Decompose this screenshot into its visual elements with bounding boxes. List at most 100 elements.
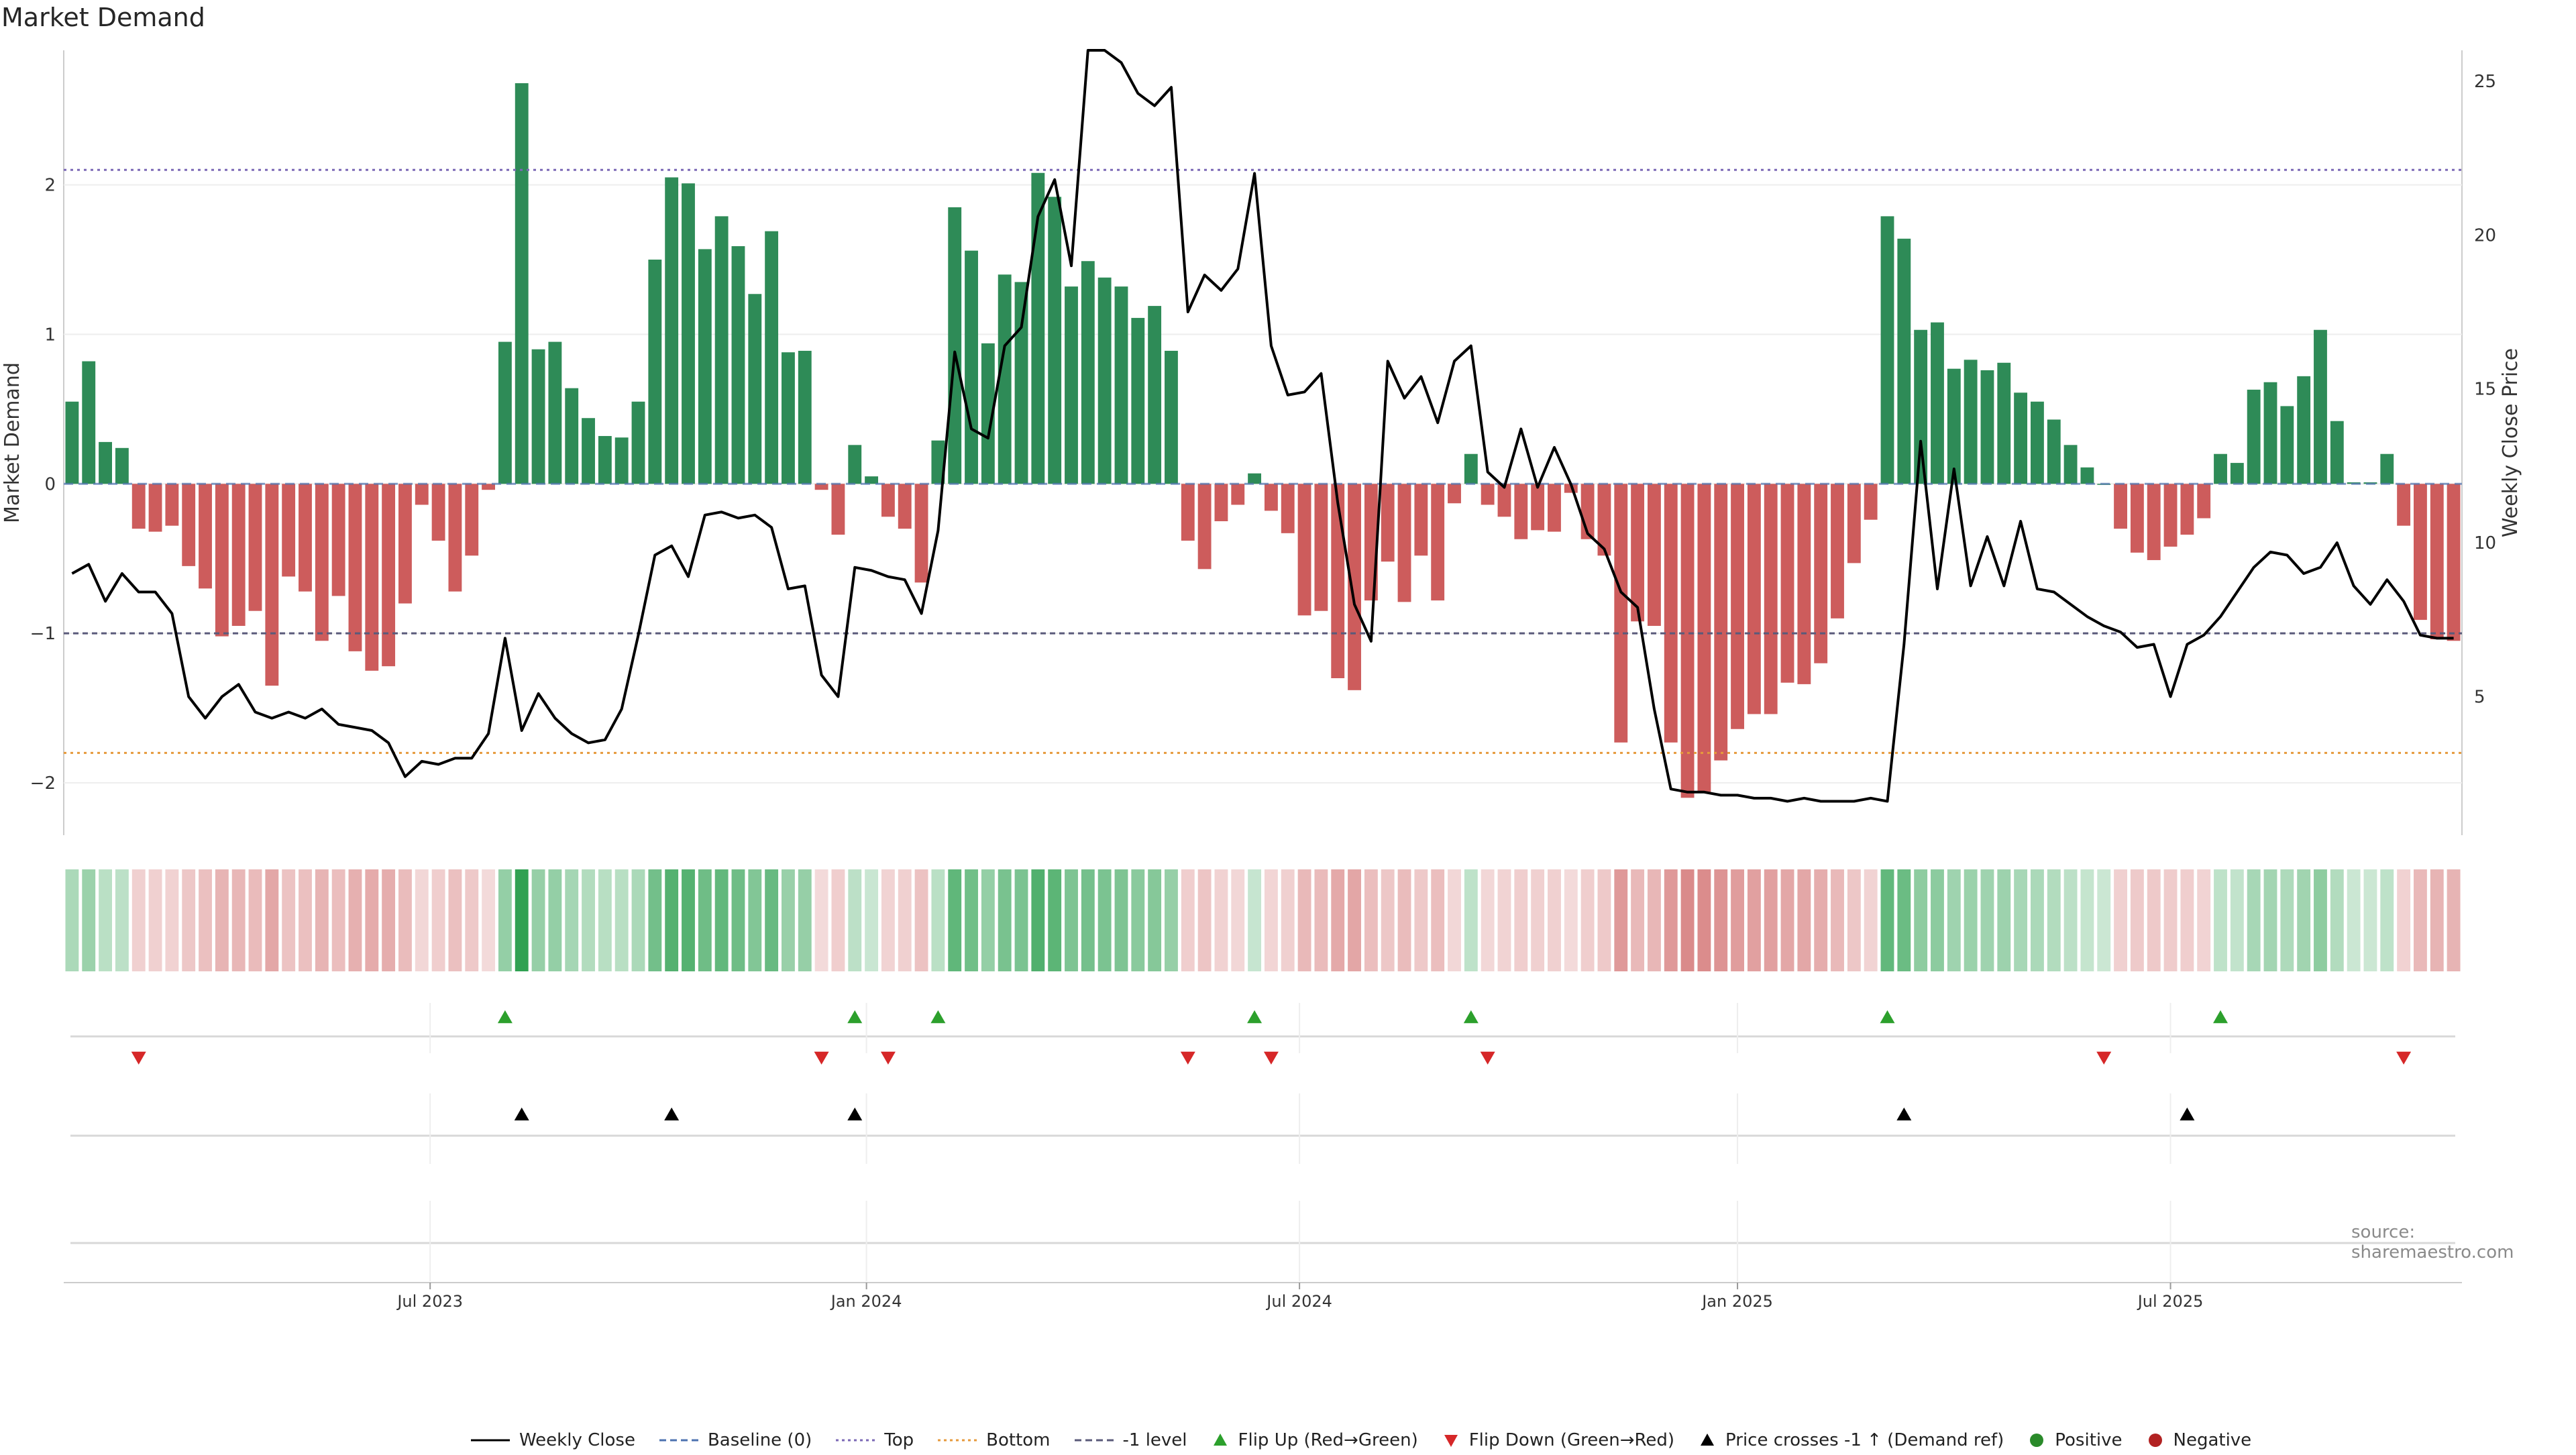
demand-bar-positive bbox=[1997, 362, 2011, 484]
heat-strip-cell bbox=[1564, 869, 1578, 971]
demand-bar-positive bbox=[2297, 376, 2311, 484]
flip-down-marker bbox=[2396, 1051, 2412, 1065]
flip-down-marker bbox=[1480, 1051, 1495, 1065]
demand-bar-negative bbox=[382, 484, 396, 667]
heat-strip-cell bbox=[1514, 869, 1528, 971]
legend-item: Weekly Close bbox=[470, 1430, 635, 1450]
demand-bar-negative bbox=[331, 484, 345, 596]
heat-strip-cell bbox=[2230, 869, 2244, 971]
demand-bar-positive bbox=[598, 435, 612, 484]
heat-strip-cell bbox=[65, 869, 79, 971]
legend-item: Baseline (0) bbox=[658, 1430, 812, 1450]
demand-bar-positive bbox=[2280, 406, 2294, 484]
demand-bar-positive bbox=[948, 207, 962, 484]
legend-symbol-line-dotted bbox=[936, 1430, 978, 1450]
heat-strip-cell bbox=[2447, 869, 2461, 971]
demand-bar-negative bbox=[465, 484, 479, 556]
flip-up-marker bbox=[2213, 1010, 2229, 1024]
weekly-close-line bbox=[71, 49, 2454, 803]
heat-strip-cell bbox=[1548, 869, 1561, 971]
heat-strip-cell bbox=[1297, 869, 1311, 971]
demand-bar-positive bbox=[1148, 306, 1162, 484]
demand-bar-negative bbox=[248, 484, 262, 611]
heat-strip-cell bbox=[2114, 869, 2127, 971]
demand-bar-positive bbox=[1914, 329, 1928, 484]
heat-strip-cell bbox=[1947, 869, 1961, 971]
heat-strip-cell bbox=[1814, 869, 1828, 971]
demand-bar-negative bbox=[1214, 484, 1228, 521]
heat-strip-cell bbox=[82, 869, 96, 971]
demand-bar-negative bbox=[348, 484, 362, 651]
heat-strip-cell bbox=[1797, 869, 1811, 971]
demand-bar-positive bbox=[1081, 261, 1095, 484]
heat-strip-cell bbox=[1497, 869, 1511, 971]
heat-strip-cell bbox=[2063, 869, 2078, 971]
legend-item: -1 level bbox=[1073, 1430, 1187, 1450]
x-tick-label: Jul 2024 bbox=[1265, 1292, 1332, 1311]
demand-bar-positive bbox=[665, 177, 679, 484]
heat-strip-cell bbox=[898, 869, 912, 971]
demand-bar-negative bbox=[1797, 484, 1811, 684]
demand-bar-negative bbox=[315, 484, 329, 641]
demand-bar-negative bbox=[1747, 484, 1761, 714]
legend-symbol-line-dotted bbox=[835, 1430, 876, 1450]
demand-bar-positive bbox=[1964, 360, 1978, 484]
price-cross-marker bbox=[2180, 1108, 2195, 1121]
legend-label: Top bbox=[884, 1430, 914, 1450]
demand-bar-negative bbox=[1831, 484, 1844, 618]
demand-bar-negative bbox=[814, 484, 828, 490]
demand-bar-negative bbox=[1614, 484, 1628, 743]
heat-strip-cell bbox=[398, 869, 412, 971]
legend-symbol-line-dashed bbox=[658, 1430, 700, 1450]
demand-bar-positive bbox=[682, 183, 695, 484]
demand-bar-negative bbox=[1331, 484, 1345, 678]
legend-label: Weekly Close bbox=[519, 1430, 635, 1450]
heat-strip-cell bbox=[1481, 869, 1495, 971]
flip-up-marker bbox=[930, 1010, 946, 1024]
legend-symbol-dot bbox=[2027, 1430, 2047, 1450]
demand-bar-negative bbox=[1264, 484, 1278, 511]
chart-title: Market Demand bbox=[1, 3, 205, 32]
heat-strip-cell bbox=[1131, 869, 1145, 971]
demand-bar-negative bbox=[1381, 484, 1395, 562]
heat-strip-cell bbox=[1697, 869, 1711, 971]
demand-bar-negative bbox=[398, 484, 412, 604]
demand-bar-positive bbox=[1048, 197, 1062, 484]
legend-label: Flip Up (Red→Green) bbox=[1238, 1430, 1418, 1450]
demand-bar-negative bbox=[1548, 484, 1561, 532]
heat-strip-cell bbox=[131, 869, 146, 971]
heat-strip-cell bbox=[1014, 869, 1028, 971]
demand-bar-positive bbox=[731, 246, 745, 484]
demand-bar-negative bbox=[1731, 484, 1744, 729]
heat-strip-cell bbox=[731, 869, 745, 971]
chart-legend: Weekly Close Baseline (0) Top Bottom -1 leve… bbox=[470, 1427, 2274, 1454]
heat-strip-cell bbox=[648, 869, 662, 971]
heat-strip-cell bbox=[2330, 869, 2344, 971]
left-tick-label: 2 bbox=[44, 176, 56, 196]
right-tick-label: 10 bbox=[2474, 533, 2496, 553]
heat-strip-cell bbox=[2414, 869, 2427, 971]
heat-strip-cell bbox=[1314, 869, 1328, 971]
demand-bar-positive bbox=[1131, 317, 1145, 484]
heat-strip-cell bbox=[1914, 869, 1928, 971]
heat-strip-cell bbox=[831, 869, 845, 971]
heat-strip-cell bbox=[448, 869, 462, 971]
legend-symbol-line-dashed bbox=[1073, 1430, 1115, 1450]
flip-down-marker bbox=[1180, 1051, 1195, 1065]
legend-label: Bottom bbox=[986, 1430, 1051, 1450]
heat-strip-cell bbox=[215, 869, 229, 971]
demand-bar-negative bbox=[1448, 484, 1461, 504]
demand-bar-negative bbox=[1297, 484, 1311, 616]
demand-bar-negative bbox=[2430, 484, 2444, 640]
heat-strip-cell bbox=[2314, 869, 2327, 971]
flip-down-marker bbox=[1263, 1051, 1279, 1065]
legend-symbol-line-solid bbox=[470, 1430, 511, 1450]
x-tick-label: Jul 2023 bbox=[396, 1292, 463, 1311]
heat-strip-cell bbox=[1281, 869, 1295, 971]
heat-strip-cell bbox=[282, 869, 296, 971]
demand-bar-negative bbox=[1497, 484, 1511, 517]
demand-bar-negative bbox=[1414, 484, 1428, 556]
heat-strip-cell bbox=[1114, 869, 1128, 971]
legend-item: Positive bbox=[2027, 1430, 2123, 1450]
legend-symbol-triangle-up bbox=[1697, 1430, 1717, 1450]
